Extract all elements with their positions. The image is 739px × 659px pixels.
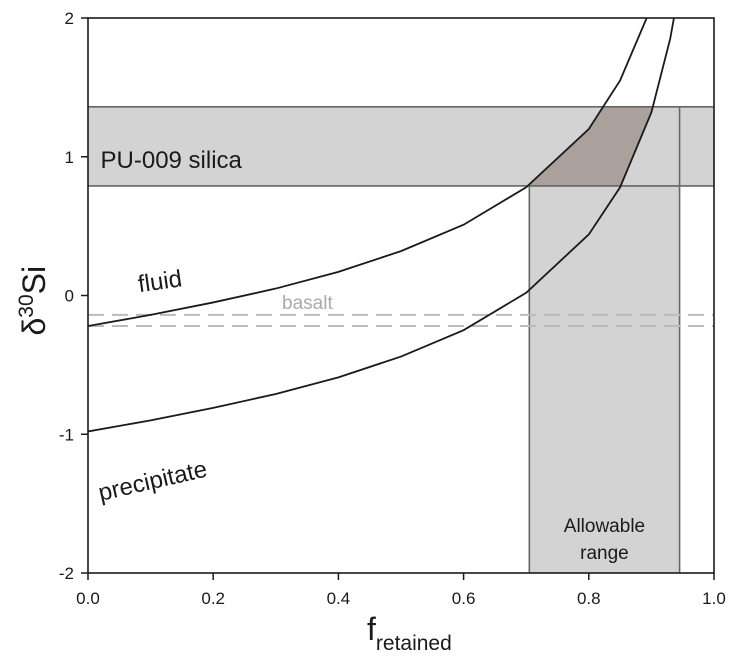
overlap-region [527, 106, 653, 186]
allowable-range-band [529, 185, 680, 573]
y-tick-label: 2 [65, 9, 74, 28]
y-tick-label: 0 [65, 287, 74, 306]
silica-band-label: PU-009 silica [101, 147, 243, 174]
x-tick-label: 0.4 [327, 589, 351, 608]
x-tick-label: 0.2 [201, 589, 225, 608]
basalt-label: basalt [282, 293, 333, 314]
reference-lines [88, 106, 714, 573]
allowable-range-label-line-1: Allowable [564, 516, 645, 537]
y-tick-label: 1 [65, 148, 74, 167]
axes [81, 17, 715, 580]
y-tick-label: -1 [59, 425, 74, 444]
allowable-range-label-line-2: range [580, 543, 629, 564]
x-tick-label: 0.0 [76, 589, 100, 608]
fluid-label: fluid [136, 265, 183, 298]
x-tick-label: 0.8 [577, 589, 601, 608]
x-tick-label: 0.6 [452, 589, 476, 608]
x-tick-label: 1.0 [702, 589, 726, 608]
y-axis-label: δ30Si [15, 266, 52, 336]
x-axis-label: fretained [367, 611, 452, 655]
chart-text: 0.0 0.2 0.4 0.6 0.8 1.0 -2 -1 0 1 2 fretained δ30Si f… [15, 9, 726, 655]
y-tick-label: -2 [59, 564, 74, 583]
data-curves [88, 18, 675, 433]
precipitate-curve [88, 18, 675, 433]
shaded-regions [88, 106, 714, 573]
fluid-curve [88, 18, 648, 327]
